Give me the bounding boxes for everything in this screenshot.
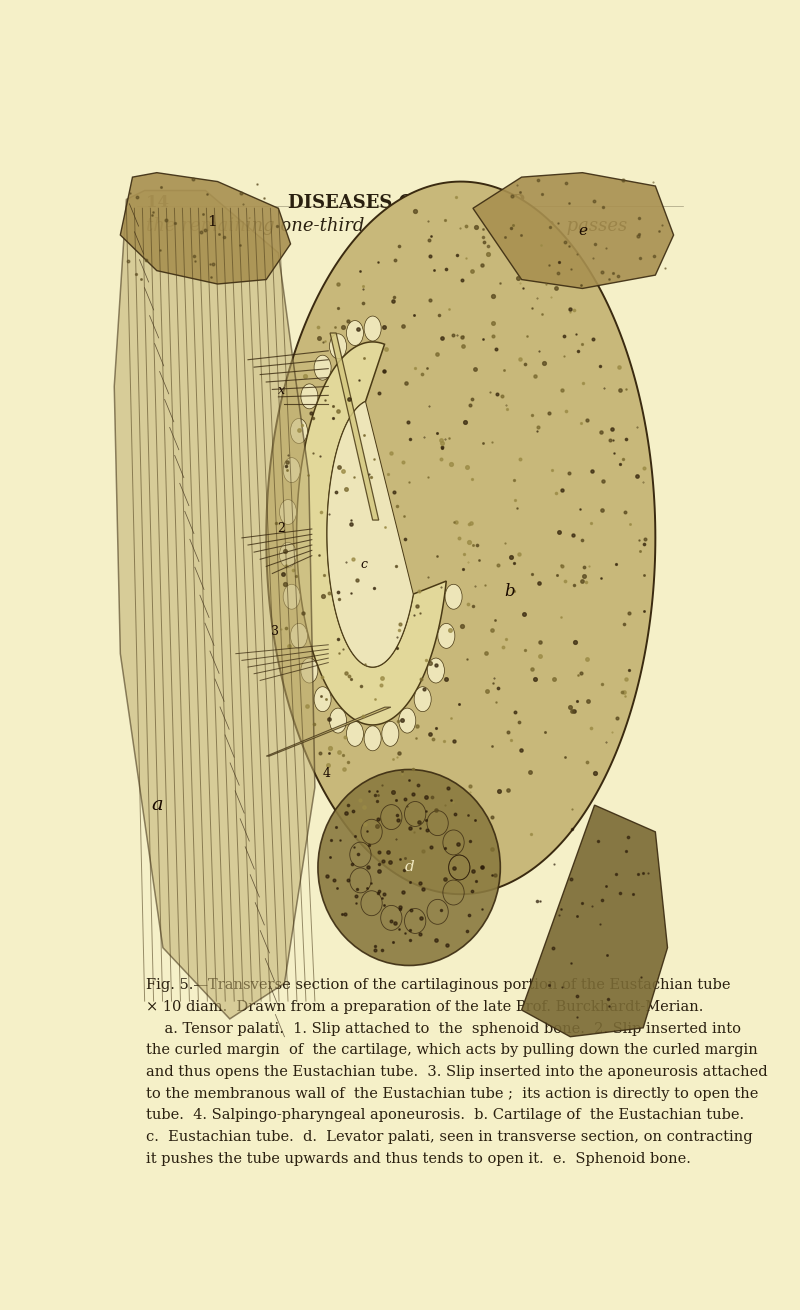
Ellipse shape — [279, 499, 297, 524]
Text: 3: 3 — [271, 625, 279, 638]
Text: it pushes the tube upwards and thus tends to open it.  e.  Sphenoid bone.: it pushes the tube upwards and thus tend… — [146, 1151, 691, 1166]
Ellipse shape — [346, 321, 363, 346]
Text: and thus opens the Eustachian tube.  3. Slip inserted into the aponeurosis attac: and thus opens the Eustachian tube. 3. S… — [146, 1065, 768, 1079]
Ellipse shape — [398, 709, 416, 734]
Text: c.  Eustachian tube.  d.  Levator palati, seen in transverse section, on contrac: c. Eustachian tube. d. Levator palati, s… — [146, 1131, 753, 1144]
Polygon shape — [330, 333, 378, 520]
Ellipse shape — [290, 624, 307, 648]
Polygon shape — [266, 707, 391, 756]
Ellipse shape — [364, 316, 381, 341]
Ellipse shape — [382, 722, 399, 747]
Polygon shape — [266, 182, 655, 895]
Text: 2: 2 — [278, 523, 286, 536]
Text: Fig. 5.—Transverse section of the cartilaginous portion of the Eustachian tube: Fig. 5.—Transverse section of the cartil… — [146, 979, 731, 992]
Text: 1: 1 — [206, 215, 216, 229]
Text: x: x — [278, 384, 285, 397]
Ellipse shape — [427, 658, 445, 683]
Ellipse shape — [290, 418, 307, 444]
Text: d: d — [404, 861, 414, 875]
Ellipse shape — [445, 584, 462, 609]
Ellipse shape — [330, 334, 346, 359]
Ellipse shape — [283, 457, 300, 482]
Text: the curled margin  of  the cartilage, which acts by pulling down the curled marg: the curled margin of the cartilage, whic… — [146, 1043, 758, 1057]
Text: × 10 diam.  Drawn from a preparation of the late Prof. Burckhardt-Merian.: × 10 diam. Drawn from a preparation of t… — [146, 1000, 704, 1014]
Polygon shape — [522, 806, 667, 1036]
Ellipse shape — [438, 624, 455, 648]
Ellipse shape — [283, 584, 300, 609]
Ellipse shape — [314, 355, 331, 380]
Polygon shape — [297, 342, 446, 724]
Ellipse shape — [330, 709, 346, 734]
Ellipse shape — [318, 769, 500, 965]
Ellipse shape — [279, 542, 297, 567]
Ellipse shape — [301, 384, 318, 409]
Polygon shape — [327, 401, 414, 667]
Text: 14: 14 — [146, 194, 170, 211]
Ellipse shape — [346, 722, 363, 747]
Text: e: e — [578, 224, 587, 237]
Polygon shape — [473, 173, 674, 288]
Text: 4: 4 — [323, 768, 331, 781]
Ellipse shape — [314, 686, 331, 711]
Ellipse shape — [414, 686, 431, 711]
Text: to the membranous wall of  the Eustachian tube ;  its action is directly to open: to the membranous wall of the Eustachian… — [146, 1087, 759, 1100]
Ellipse shape — [301, 658, 318, 683]
Text: tube.  4. Salpingo-pharyngeal aponeurosis.  b. Cartilage of  the Eustachian tube: tube. 4. Salpingo-pharyngeal aponeurosis… — [146, 1108, 745, 1123]
Text: a: a — [151, 796, 162, 814]
Ellipse shape — [364, 726, 381, 751]
Text: the remaining one-third, the osseous portion, passes: the remaining one-third, the osseous por… — [146, 216, 628, 234]
Text: b: b — [504, 583, 514, 600]
Text: c: c — [360, 558, 367, 571]
Polygon shape — [120, 173, 290, 284]
Text: DISEASES OF THE EAR.: DISEASES OF THE EAR. — [288, 194, 532, 211]
Text: a. Tensor palati.  1. Slip attached to  the  sphenoid bone.  2. Slip inserted in: a. Tensor palati. 1. Slip attached to th… — [146, 1022, 742, 1036]
Polygon shape — [114, 190, 315, 1019]
